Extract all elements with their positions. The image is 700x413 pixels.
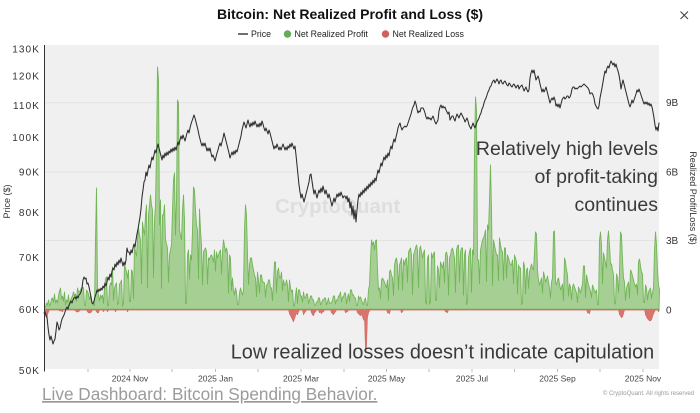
svg-text:Bitcoin: Net Realized Profit a: Bitcoin: Net Realized Profit and Loss ($… (217, 6, 483, 22)
svg-text:2025 Mar: 2025 Mar (283, 374, 319, 384)
svg-text:Realized Profit/Loss ($): Realized Profit/Loss ($) (688, 151, 698, 245)
svg-text:0: 0 (666, 305, 672, 316)
svg-text:2024 Nov: 2024 Nov (112, 374, 149, 384)
svg-text:continues: continues (575, 194, 659, 216)
svg-text:2025 Jan: 2025 Jan (198, 374, 233, 384)
svg-text:of profit-taking: of profit-taking (534, 166, 658, 188)
svg-text:© CryptoQuant. All rights rese: © CryptoQuant. All rights reserved (603, 390, 694, 397)
svg-text:60K: 60K (19, 305, 40, 316)
svg-text:100K: 100K (12, 133, 40, 144)
svg-text:Net Realized Loss: Net Realized Loss (393, 29, 465, 39)
svg-text:2025 Jul: 2025 Jul (456, 374, 488, 384)
svg-text:2025 Sep: 2025 Sep (539, 374, 576, 384)
svg-text:2025 Nov: 2025 Nov (625, 374, 662, 384)
svg-text:Live Dashboard: Bitcoin Spendi: Live Dashboard: Bitcoin Spending Behavio… (42, 384, 377, 404)
svg-text:120K: 120K (12, 72, 40, 83)
svg-text:Net Realized Profit: Net Realized Profit (295, 29, 369, 39)
svg-text:80K: 80K (19, 208, 40, 219)
svg-text:Price ($): Price ($) (2, 184, 12, 218)
svg-text:70K: 70K (19, 253, 40, 264)
svg-text:130K: 130K (12, 45, 40, 56)
svg-text:Price: Price (251, 29, 271, 39)
svg-text:Low realized losses doesn’t in: Low realized losses doesn’t indicate cap… (231, 342, 654, 364)
svg-text:3B: 3B (666, 236, 679, 247)
svg-text:CryptoQuant: CryptoQuant (275, 195, 400, 218)
svg-text:90K: 90K (19, 167, 40, 178)
svg-text:2025 May: 2025 May (368, 374, 406, 384)
svg-text:6B: 6B (666, 167, 679, 178)
svg-text:Relatively high levels: Relatively high levels (476, 138, 658, 160)
svg-text:110K: 110K (13, 101, 40, 112)
svg-text:50K: 50K (19, 366, 40, 377)
svg-text:9B: 9B (666, 98, 679, 109)
